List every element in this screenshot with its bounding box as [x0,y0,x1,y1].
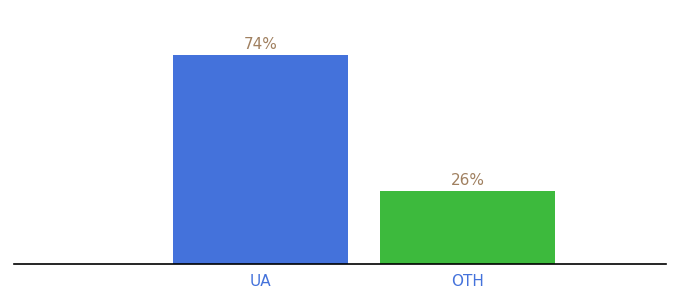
Bar [173,55,348,264]
Text: 74%: 74% [243,37,277,52]
Bar [380,190,555,264]
Text: 26%: 26% [450,173,484,188]
